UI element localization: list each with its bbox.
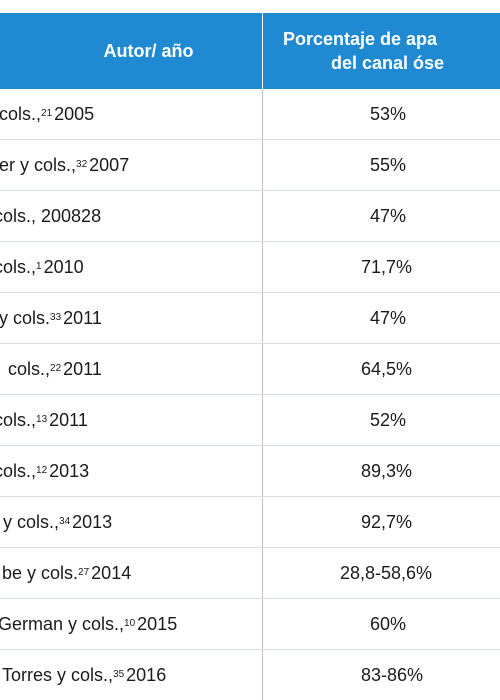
header-percentage-line2: del canal óse [331,53,445,73]
table-row: cols.,1 2010 71,7% [0,242,500,293]
author-cell: y cols., 34 2013 [0,497,263,547]
header-percentage-line1: Porcentaje de apa [283,29,438,49]
table-row: cols., 200828 47% [0,191,500,242]
author-cell: Torres y cols., 35 2016 [0,650,263,700]
author-cell: cols., 22 2011 [0,344,263,394]
author-cell: er y cols., 32 2007 [0,140,263,190]
author-text: cols., [0,103,42,124]
percentage-cell: 55% [263,140,500,190]
author-cell: German y cols., 10 2015 [0,599,263,649]
percentage-cell: 47% [263,293,500,343]
table-row: y cols., 34 2013 92,7% [0,497,500,548]
author-year: 2010 [43,256,84,277]
table-row: German y cols., 10 2015 60% [0,599,500,650]
percentage-value: 71,7% [361,256,413,277]
table-row: be y cols. 27 2014 28,8-58,6% [0,548,500,599]
author-year: 2014 [91,562,132,583]
percentage-cell: 71,7% [263,242,500,292]
author-text: cols., [0,409,37,430]
percentage-value: 28,8-58,6% [340,562,433,583]
author-year: 2016 [126,664,167,685]
author-text: cols., [8,358,51,379]
percentage-value: 92,7% [361,511,413,532]
author-text: cols., [0,256,37,277]
percentage-cell: 47% [263,191,500,241]
table-row: Torres y cols., 35 2016 83-86% [0,650,500,700]
table-row: cols., 22 2011 64,5% [0,344,500,395]
author-year: 2015 [137,613,178,634]
percentage-value: 47% [370,205,407,226]
author-year: 2011 [49,409,88,430]
header-author: Autor/ año [0,13,263,89]
author-cell: cols.,13 2011 [0,395,263,445]
author-text: be y cols. [2,562,79,583]
table-row: cols.,13 2011 52% [0,395,500,446]
percentage-value: 53% [370,103,407,124]
author-cell: be y cols. 27 2014 [0,548,263,598]
author-text: y cols., [3,511,60,532]
author-cell: cols., 200828 [0,191,263,241]
percentage-value: 52% [370,409,407,430]
author-year: 2013 [49,460,90,481]
author-cell: cols., 21 2005 [0,89,263,139]
author-year: 2005 [54,103,95,124]
percentage-cell: 89,3% [263,446,500,496]
author-cell: cols.,12 2013 [0,446,263,496]
table-row: cols.,12 2013 89,3% [0,446,500,497]
table-row: er y cols., 32 2007 55% [0,140,500,191]
percentage-cell: 52% [263,395,500,445]
author-text: Torres y cols., [2,664,114,685]
data-table: Autor/ año Porcentaje de apa del canal ó… [0,13,500,700]
table-row: y cols. 33 2011 47% [0,293,500,344]
percentage-cell: 60% [263,599,500,649]
percentage-cell: 53% [263,89,500,139]
percentage-value: 60% [370,613,407,634]
percentage-value: 89,3% [361,460,413,481]
author-cell: y cols. 33 2011 [0,293,263,343]
percentage-cell: 64,5% [263,344,500,394]
author-year: 2013 [72,511,113,532]
header-author-label: Autor/ año [103,41,194,61]
author-cell: cols.,1 2010 [0,242,263,292]
author-year: 2011 [63,307,102,328]
author-year: 2011 [63,358,102,379]
author-text: cols., [0,460,37,481]
percentage-cell: 83-86% [263,650,500,700]
author-year: 2007 [89,154,130,175]
author-text: y cols. [0,307,51,328]
header-percentage: Porcentaje de apa del canal óse [263,13,500,89]
author-text: er y cols., [0,154,77,175]
percentage-value: 83-86% [361,664,424,685]
author-text: cols., 200828 [0,205,102,226]
table-row: cols., 21 2005 53% [0,89,500,140]
percentage-cell: 92,7% [263,497,500,547]
percentage-value: 47% [370,307,407,328]
percentage-cell: 28,8-58,6% [263,548,500,598]
table-header: Autor/ año Porcentaje de apa del canal ó… [0,13,500,89]
author-text: German y cols., [0,613,125,634]
percentage-value: 64,5% [361,358,413,379]
percentage-value: 55% [370,154,407,175]
